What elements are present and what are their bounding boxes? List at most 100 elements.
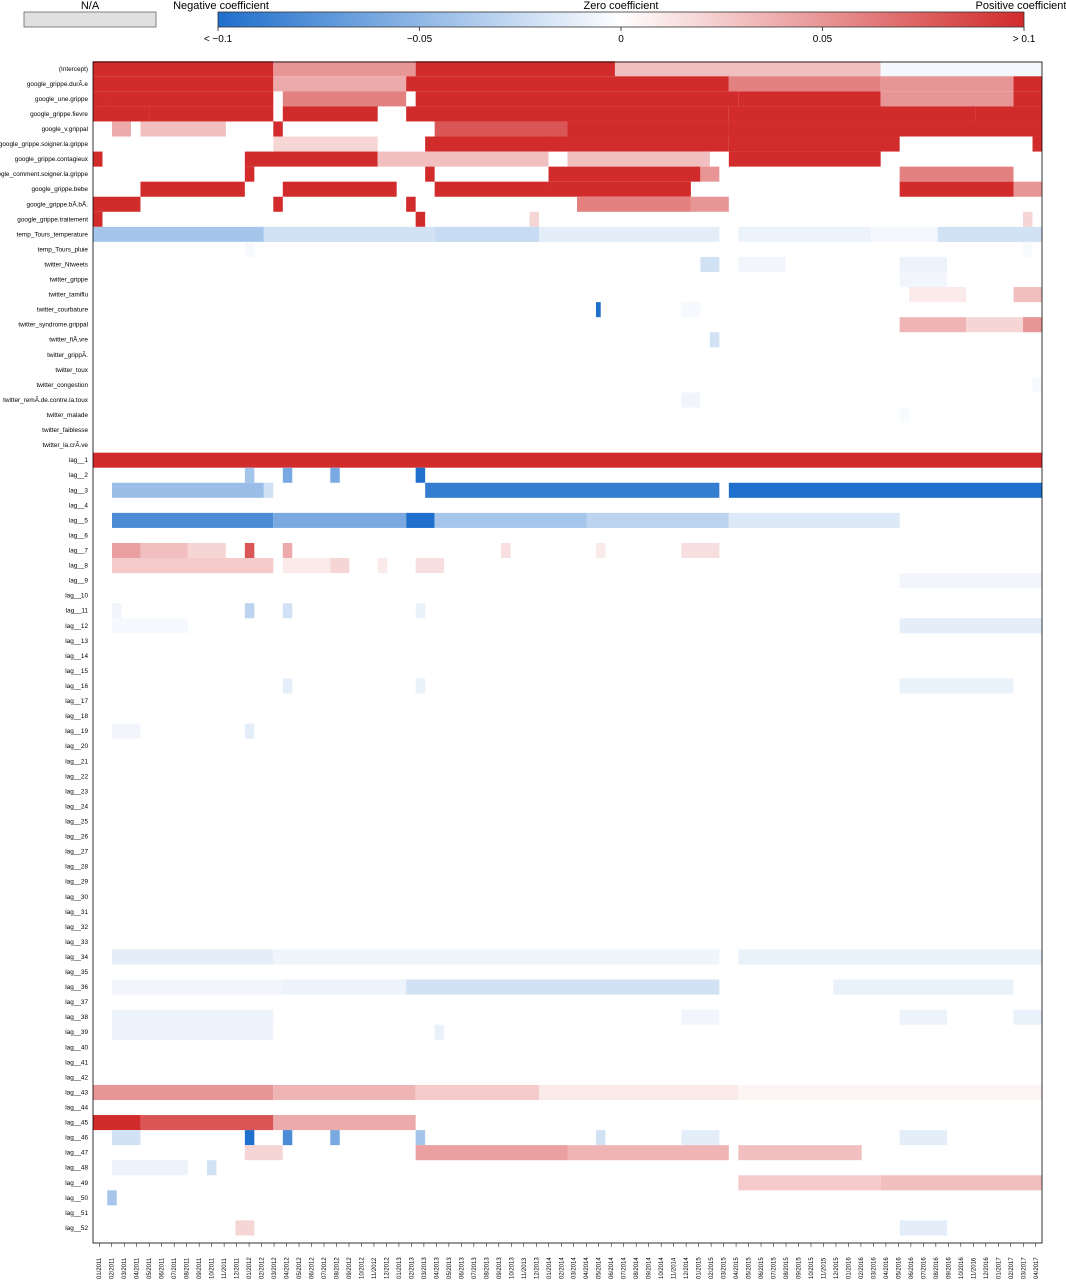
heatmap-cell (111, 723, 141, 739)
heatmap-cell (93, 61, 274, 77)
heatmap-cell (111, 91, 274, 107)
row-label: lag__50 (65, 1195, 88, 1202)
x-tick-label: 11/2013 (522, 1257, 528, 1279)
heatmap-cell (738, 256, 786, 273)
row-label: lag__39 (65, 1029, 88, 1036)
x-tick-label: 06/2013 (459, 1257, 465, 1279)
heatmap-cell (738, 1145, 862, 1161)
row-label: lag__51 (65, 1210, 88, 1217)
x-tick-label: 11/2011 (222, 1258, 228, 1279)
row-label: lag__16 (65, 683, 88, 690)
x-tick-label: 06/2011 (160, 1257, 166, 1279)
heatmap-cell (273, 196, 283, 212)
heatmap-cell (330, 558, 350, 574)
heatmap-cell (111, 618, 188, 634)
heatmap-cell (406, 76, 729, 92)
heatmap-cell (871, 226, 938, 242)
heatmap-cell (425, 136, 549, 152)
row-label: lag__7 (69, 548, 89, 555)
legend-na-label: N/A (81, 0, 100, 12)
row-label: lag__24 (65, 803, 88, 810)
heatmap-cell (709, 332, 720, 348)
heatmap-cell (738, 1084, 1042, 1100)
heatmap-cell (273, 949, 720, 965)
heatmap-cell (728, 121, 1042, 137)
heatmap-cell (140, 1115, 274, 1131)
heatmap-cell (425, 482, 720, 498)
heatmap-cell (501, 542, 511, 559)
row-label: lag__14 (65, 653, 88, 660)
heatmap-cell (548, 181, 691, 197)
heatmap-cell (244, 241, 255, 257)
heatmap-cell (330, 1130, 340, 1146)
heatmap-cell (273, 1115, 416, 1131)
row-label: lag__47 (65, 1150, 88, 1157)
x-tick-label: 04/2011 (135, 1257, 141, 1279)
row-label: lag__12 (65, 623, 88, 630)
heatmap-cell (282, 181, 397, 197)
heatmap-cell (899, 272, 948, 288)
x-tick-label: 05/2015 (747, 1257, 753, 1279)
heatmap-cell (406, 512, 435, 528)
heatmap-cell (206, 1160, 217, 1176)
x-tick-label: 08/2016 (934, 1257, 940, 1279)
legend-positive-label: Positive coefficient (976, 0, 1066, 12)
heatmap-cell (966, 317, 1024, 333)
x-tick-label: 11/2014 (672, 1257, 678, 1279)
heatmap-cell (377, 151, 549, 167)
x-tick-label: 04/2017 (1034, 1257, 1040, 1279)
heatmap-cell (282, 603, 293, 619)
heatmap-cell (93, 1084, 274, 1100)
heatmap-cell (539, 226, 720, 242)
heatmap-cell (539, 1084, 739, 1100)
row-label: lag__25 (65, 818, 88, 825)
x-tick-label: 01/2013 (397, 1257, 403, 1279)
heatmap-cell (434, 1024, 445, 1040)
row-label: lag__8 (69, 563, 89, 570)
heatmap-cell (595, 542, 606, 559)
row-label: lag__4 (69, 502, 89, 509)
heatmap-cell (880, 76, 1014, 92)
row-label: lag__31 (65, 909, 88, 916)
heatmap-cell (244, 467, 255, 483)
heatmap-cell (107, 1190, 117, 1206)
heatmap-cell (738, 1175, 881, 1191)
heatmap-cell (273, 136, 378, 152)
heatmap-cell (700, 256, 720, 273)
x-tick-label: 07/2011 (172, 1257, 178, 1279)
row-label: lag__10 (65, 593, 88, 600)
heatmap-cell (1023, 241, 1033, 257)
heatmap-cell (728, 512, 900, 528)
heatmap-cell (244, 1130, 255, 1146)
row-label: lag__3 (69, 487, 89, 494)
heatmap-cell (1023, 211, 1033, 227)
x-tick-label: 11/2016 (971, 1257, 977, 1279)
heatmap-cell (111, 1130, 141, 1146)
heatmap-cell (1023, 317, 1042, 333)
heatmap-cell (93, 226, 264, 242)
row-labels: (Intercept) google_grippe.durÃ.e google_un… (0, 66, 89, 1232)
heatmap-cell (880, 1175, 1042, 1191)
row-label: lag__17 (65, 698, 88, 705)
row-label: lag__32 (65, 924, 88, 931)
x-tick-label: 01/2011 (97, 1257, 103, 1279)
heatmap-cell (93, 211, 103, 227)
heatmap-cell (93, 91, 112, 107)
x-tick-label: 02/2011 (110, 1257, 116, 1279)
x-tick-label: 07/2012 (322, 1257, 328, 1279)
heatmap-cell (111, 558, 274, 574)
heatmap-cell (244, 151, 378, 167)
heatmap-cell (937, 226, 1042, 242)
legend-ticks: < −0.1 −0.05 0 0.05 > 0.1 (204, 27, 1036, 45)
x-tick-label: 09/2011 (197, 1257, 203, 1279)
row-label: twitter_remÃ.de.contre.la.toux (3, 395, 89, 404)
heatmap-cell (728, 76, 881, 92)
row-label: twitter_Ntweets (44, 261, 88, 268)
row-label: twitter_malade (46, 412, 88, 419)
heatmap-cell (700, 166, 720, 182)
row-label: lag__23 (65, 788, 88, 795)
heatmap-cell (415, 603, 426, 619)
row-label: lag__5 (69, 517, 89, 524)
row-label: lag__34 (65, 954, 88, 961)
heatmap-cell (1032, 136, 1042, 152)
